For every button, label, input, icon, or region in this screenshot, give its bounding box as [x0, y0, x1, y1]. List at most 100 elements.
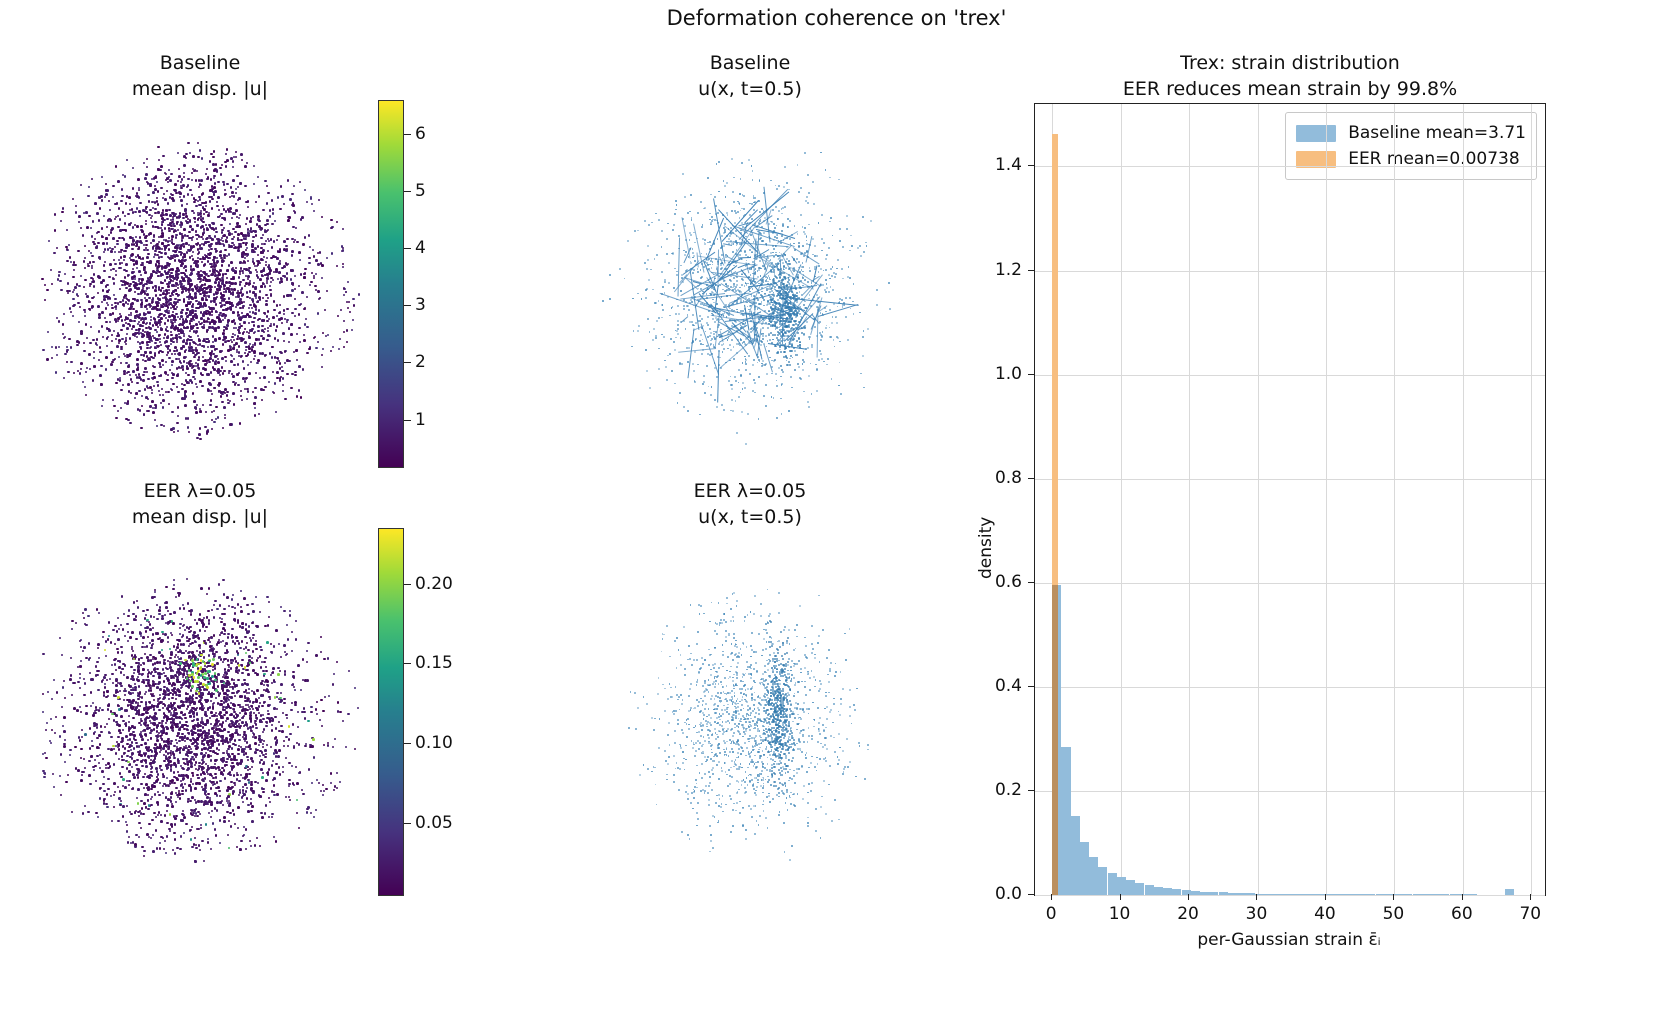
histogram-bar-baseline: [1264, 893, 1274, 895]
gridline-vertical: [1462, 104, 1464, 895]
histogram-bar-baseline: [1218, 892, 1228, 895]
histogram-bar-baseline: [1440, 894, 1450, 895]
colorbar-tick: [404, 362, 411, 364]
gridline-horizontal: [1035, 374, 1545, 376]
x-axis-tick: [1188, 894, 1190, 900]
gridline-vertical: [1531, 104, 1533, 895]
gridline-horizontal: [1035, 478, 1545, 480]
colorbar-tick: [404, 663, 411, 665]
legend-swatch-eer: [1296, 150, 1337, 168]
y-axis-tick-label: 0.6: [974, 572, 1022, 592]
colorbar-baseline: 1 2 3 4 5 6: [378, 100, 498, 468]
colorbar-tick-label: 1: [415, 410, 426, 430]
histogram-bar-baseline: [1301, 894, 1311, 895]
histogram-bar-baseline: [1255, 893, 1265, 895]
y-axis-tick: [1028, 477, 1034, 479]
histogram-bar-baseline: [1190, 890, 1200, 895]
histogram-bar-baseline: [1329, 894, 1339, 895]
colorbar-tick: [404, 419, 411, 421]
panel-title-baseline-field: Baseline u(x, t=0.5): [560, 50, 940, 102]
strain-histogram-axes: Baseline mean=3.71 EER mean=0.00738: [1034, 103, 1546, 896]
histogram-bar-baseline: [1384, 894, 1394, 895]
histogram-bar-baseline: [1273, 893, 1284, 895]
y-axis-tick-label: 0.8: [974, 468, 1022, 488]
gridline-horizontal: [1035, 790, 1545, 792]
y-axis-tick-label: 0.2: [974, 780, 1022, 800]
colorbar-eer: 0.05 0.10 0.15 0.20: [378, 528, 518, 896]
y-axis-tick: [1028, 789, 1034, 791]
histogram-bar-baseline: [1070, 815, 1080, 895]
legend-entry-baseline: Baseline mean=3.71: [1296, 120, 1526, 146]
histogram-bar-baseline: [1347, 894, 1357, 895]
y-axis-tick: [1028, 269, 1034, 271]
histogram-bar-baseline: [1431, 894, 1441, 895]
histogram-bar-baseline: [1421, 894, 1431, 895]
colorbar-gradient-baseline: [378, 100, 404, 468]
gridline-horizontal: [1035, 895, 1545, 896]
x-axis-tick-label: 20: [1177, 904, 1199, 924]
histogram-bar-baseline: [1283, 894, 1293, 895]
gridline-vertical: [1257, 104, 1259, 895]
histogram-bar-baseline: [1126, 880, 1136, 895]
x-axis-tick-label: 10: [1109, 904, 1131, 924]
histogram-bar-baseline: [1089, 857, 1099, 895]
histogram-bar-baseline: [1292, 894, 1302, 895]
panel-title-eer-mean-disp: EER λ=0.05 mean disp. |u|: [30, 478, 370, 530]
histogram-bar-baseline: [1181, 890, 1191, 895]
colorbar-tick-label: 5: [415, 181, 426, 201]
gridline-vertical: [1394, 104, 1396, 895]
y-axis-tick-label: 1.0: [974, 364, 1022, 384]
histogram-legend: Baseline mean=3.71 EER mean=0.00738: [1285, 112, 1537, 180]
histogram-bar-baseline: [1098, 866, 1108, 895]
quiver-baseline-field: [570, 120, 930, 460]
histogram-bar-baseline: [1135, 883, 1145, 895]
colorbar-tick-label: 6: [415, 124, 426, 144]
gridline-horizontal: [1035, 582, 1545, 584]
legend-swatch-baseline: [1296, 124, 1337, 142]
colorbar-tick: [404, 822, 411, 824]
histogram-bar-overlap: [1052, 585, 1058, 895]
histogram-bar-baseline: [1375, 894, 1385, 895]
histogram-bar-baseline: [1246, 893, 1256, 895]
histogram-bar-baseline: [1458, 894, 1468, 895]
x-axis-tick: [1530, 894, 1532, 900]
y-axis-tick-label: 1.4: [974, 155, 1022, 175]
x-axis-tick: [1256, 894, 1258, 900]
colorbar-tick: [404, 248, 411, 250]
colorbar-tick-label: 0.10: [415, 733, 453, 753]
histogram-bar-baseline: [1172, 889, 1182, 895]
y-axis-tick: [1028, 894, 1034, 895]
histogram-bar-baseline: [1366, 894, 1376, 895]
colorbar-tick-label: 3: [415, 295, 426, 315]
panel-title-strain-distribution: Trex: strain distribution EER reduces me…: [1034, 50, 1546, 102]
histogram-bar-baseline: [1107, 873, 1117, 895]
histogram-bar-baseline: [1412, 894, 1422, 895]
histogram-bar-baseline: [1236, 893, 1247, 895]
gridline-vertical: [1325, 104, 1327, 895]
histogram-bar-baseline: [1449, 894, 1459, 895]
histogram-bar-baseline: [1061, 746, 1071, 895]
histogram-xlabel: per-Gaussian strain ε̄ᵢ: [1034, 930, 1544, 950]
histogram-bar-baseline: [1505, 888, 1515, 895]
gridline-horizontal: [1035, 686, 1545, 688]
colorbar-tick: [404, 134, 411, 136]
gridline-horizontal: [1035, 270, 1545, 272]
colorbar-tick-label: 0.05: [415, 813, 453, 833]
colorbar-tick: [404, 583, 411, 585]
colorbar-gradient-eer: [378, 528, 404, 896]
histogram-bar-baseline: [1468, 894, 1478, 895]
colorbar-tick: [404, 743, 411, 745]
colorbar-tick-label: 4: [415, 238, 426, 258]
histogram-bar-baseline: [1338, 894, 1348, 895]
scatter-eer-mean-disp: [40, 548, 360, 888]
colorbar-tick-label: 2: [415, 352, 426, 372]
x-axis-tick-label: 40: [1314, 904, 1336, 924]
colorbar-tick-label: 0.15: [415, 653, 453, 673]
x-axis-tick: [1051, 894, 1053, 900]
gridline-horizontal: [1035, 166, 1545, 168]
x-axis-tick: [1324, 894, 1326, 900]
panel-title-eer-field: EER λ=0.05 u(x, t=0.5): [560, 478, 940, 530]
histogram-bar-baseline: [1403, 894, 1413, 895]
histogram-bar-baseline: [1394, 894, 1404, 895]
